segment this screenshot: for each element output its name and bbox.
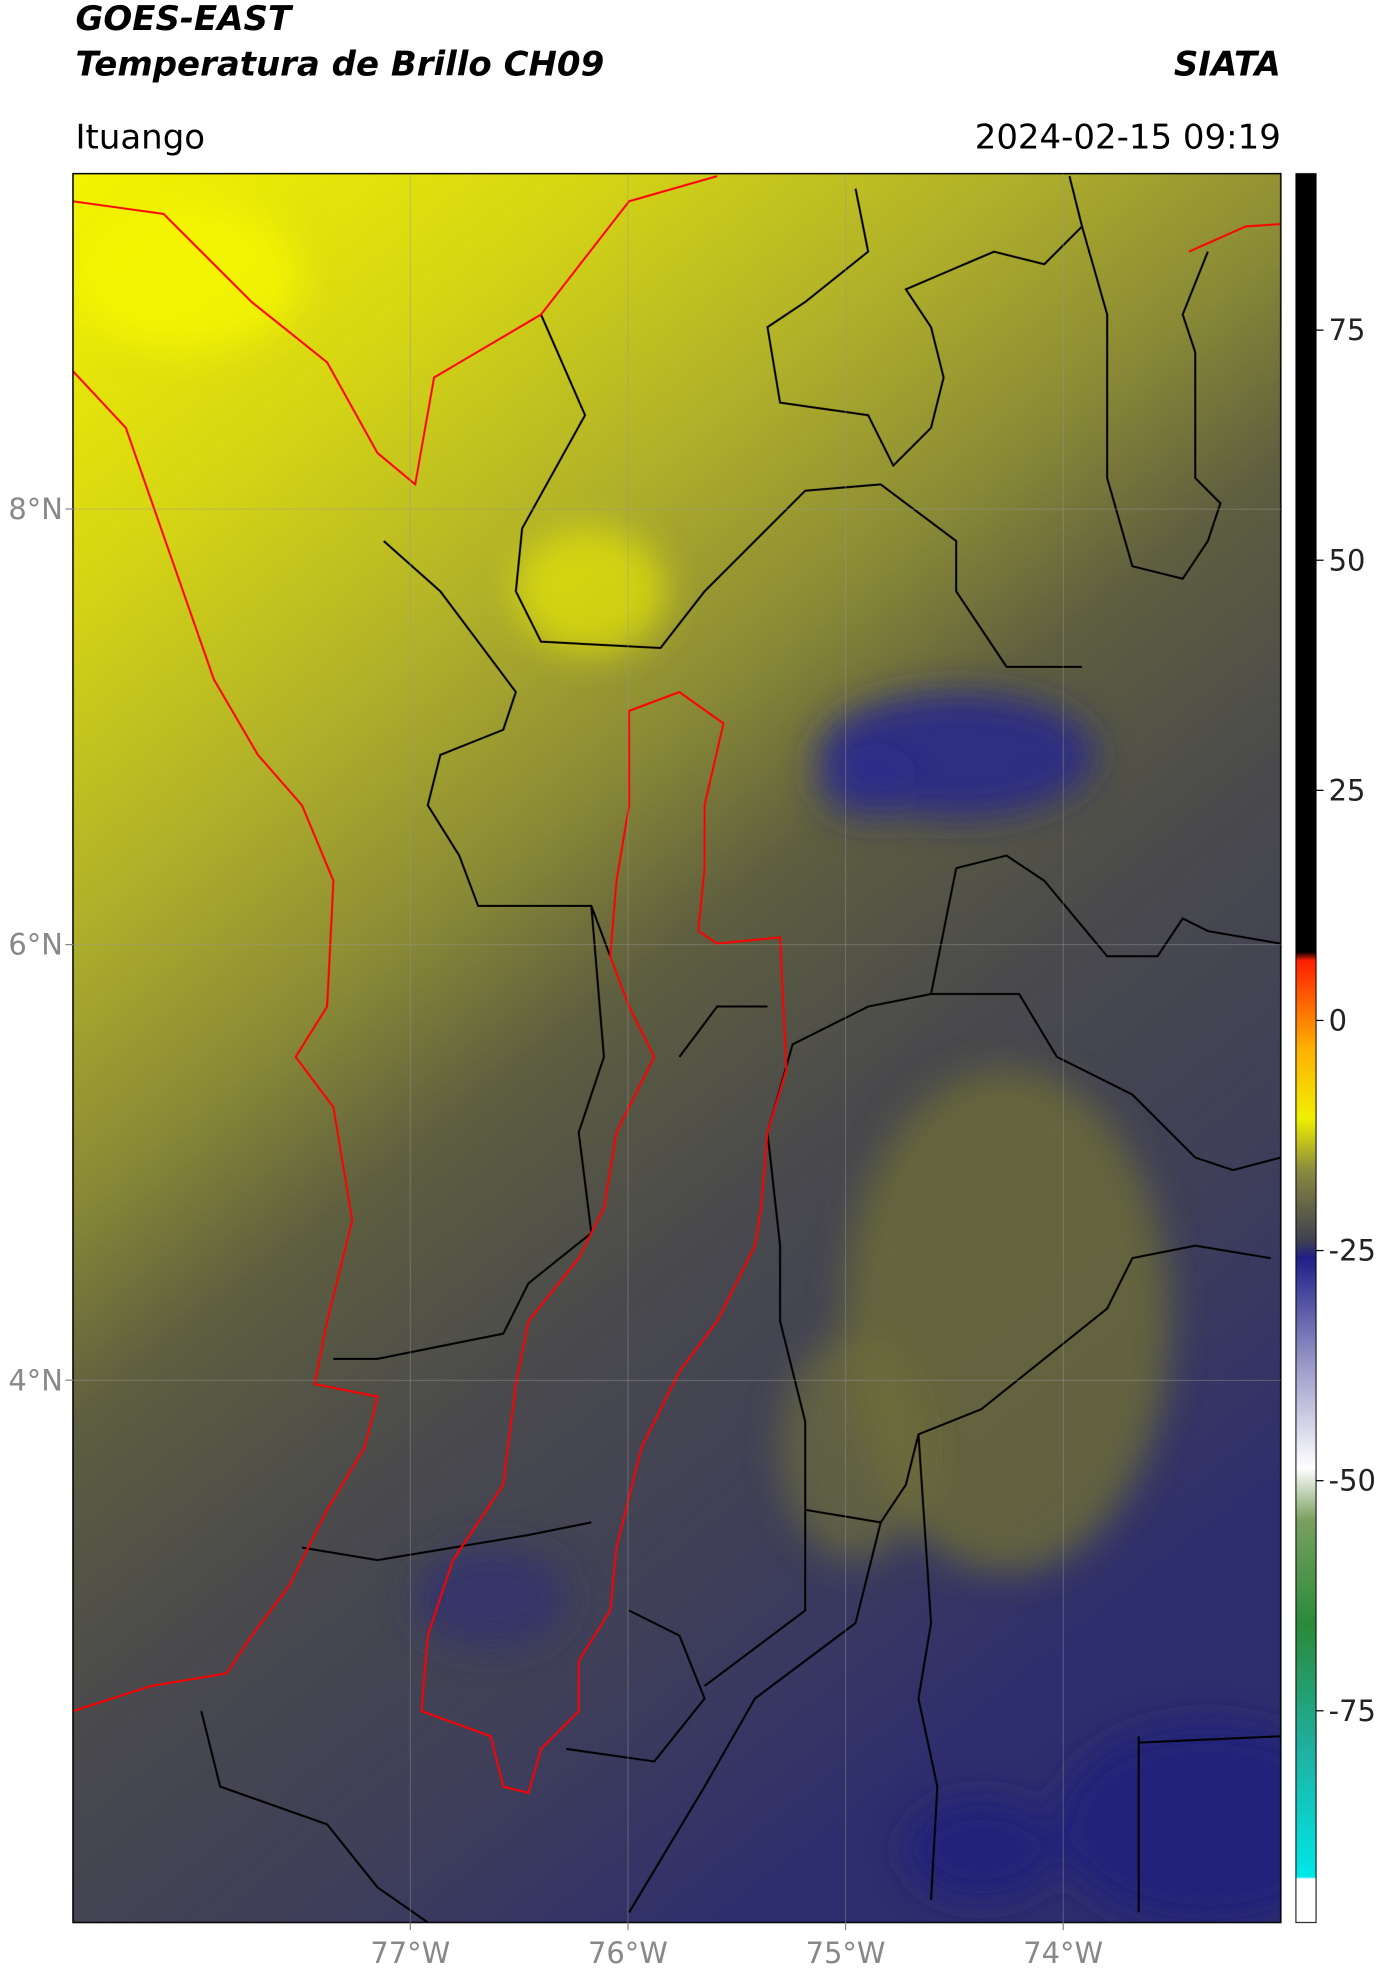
colorbar-label: 50: [1329, 543, 1366, 577]
title: GOES-EAST: [75, 0, 293, 39]
colorbar-label: 25: [1329, 773, 1366, 807]
source: SIATA: [1174, 44, 1281, 84]
colorbar-label: -75: [1329, 1694, 1376, 1728]
map-area: [72, 173, 1281, 1923]
colorbar-label: 75: [1329, 313, 1366, 347]
axes: 77°W 76°W 75°W 74°W 8°N 6°N 4°N 75 50 25 0 -25 -50 -7…: [8, 173, 1376, 1970]
cloud-field: [75, 201, 1281, 1923]
map-frame: [72, 172, 1282, 1924]
subtitle: Temperatura de Brillo CH09: [75, 44, 604, 84]
x-tick-label: 76°W: [588, 1936, 668, 1970]
y-tick-label: 8°N: [8, 492, 63, 526]
x-tick-label: 77°W: [370, 1936, 450, 1970]
colorbar-label: -25: [1329, 1234, 1376, 1268]
colorbar-label: 0: [1329, 1004, 1347, 1038]
map-background: [72, 173, 1281, 1923]
datetime: 2024-02-15 09:19: [975, 117, 1281, 157]
y-tick-label: 6°N: [8, 928, 63, 962]
location: Ituango: [75, 117, 205, 157]
colorbar-label: -50: [1329, 1464, 1376, 1498]
colorbar: [1295, 173, 1317, 1923]
x-tick-label: 74°W: [1023, 1936, 1103, 1970]
y-tick-label: 4°N: [8, 1363, 63, 1397]
x-tick-label: 75°W: [806, 1936, 886, 1970]
